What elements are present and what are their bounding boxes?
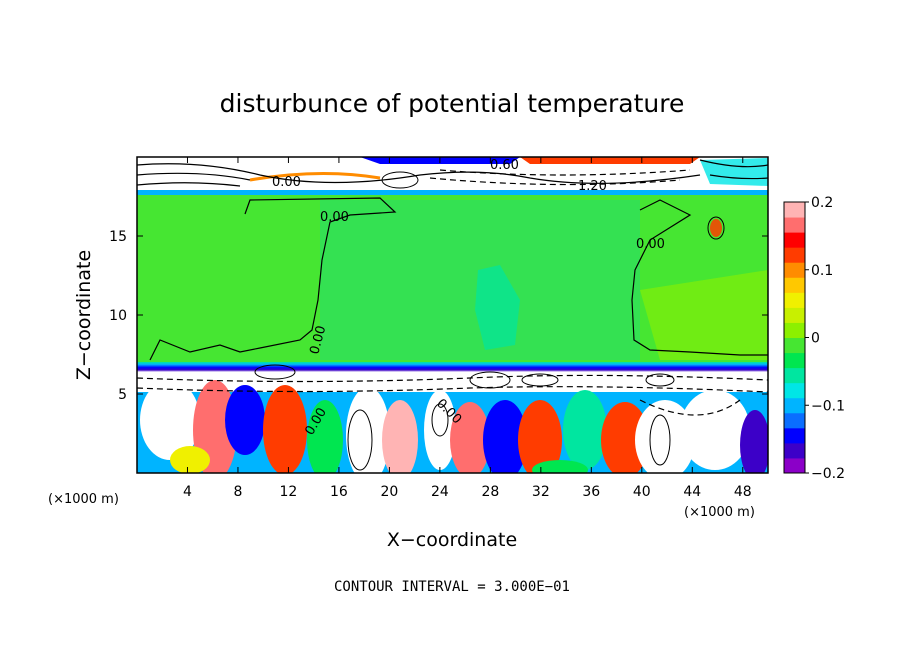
colorbar-swatch (784, 352, 805, 369)
colorbar-swatch (784, 442, 805, 459)
contour-lines (137, 159, 768, 361)
colorbar-swatch (784, 247, 805, 263)
colorbar-tick-label: −0.1 (811, 398, 845, 414)
colorbar (784, 202, 805, 474)
field-yellowgreen-patch (640, 270, 768, 360)
contour-label: 0.60 (490, 158, 519, 173)
x-tick-label: 8 (233, 484, 242, 500)
x-tick-label: 36 (582, 484, 600, 500)
y-tick-label: 5 (118, 387, 127, 403)
strat-red-top (520, 157, 700, 164)
y-axis-ticks: 5 10 15 (109, 229, 768, 403)
x-tick-label: 16 (330, 484, 348, 500)
colorbar-swatch (784, 337, 805, 354)
x-tick-label: 28 (481, 484, 499, 500)
contour-label: 0.00 (636, 237, 665, 252)
x-tick-label: 12 (280, 484, 298, 500)
colorbar-swatch (784, 217, 805, 233)
contour-label: 0.00 (307, 324, 329, 356)
x-tick-label: 24 (431, 484, 449, 500)
plot-area (137, 157, 768, 473)
x-tick-label: 20 (380, 484, 398, 500)
convective-blobs (137, 380, 768, 473)
contour-lines-dashed (137, 169, 768, 416)
x-tick-label: 4 (183, 484, 192, 500)
x-tick-label: 48 (734, 484, 752, 500)
colorbar-tick-label: −0.2 (811, 466, 845, 482)
x-axis-ticks: 4 8 12 16 20 24 28 32 36 40 44 48 (183, 157, 752, 500)
colorbar-tick-label: 0 (811, 331, 820, 347)
chart-title: disturbunce of potential temperature (220, 89, 685, 118)
colorbar-swatch (784, 367, 805, 384)
x-unit-left: (×1000 m) (48, 492, 119, 507)
colorbar-swatch (784, 232, 805, 248)
x-unit-right: (×1000 m) (684, 505, 755, 520)
contour-cells (254, 171, 725, 471)
colorbar-swatch (784, 397, 805, 414)
contour-label: 0.00 (272, 175, 301, 190)
contour-label: 0.00 (320, 210, 349, 225)
colorbar-tick-label: 0.1 (811, 263, 833, 279)
colorbar-swatch (784, 382, 805, 399)
colorbar-swatch (784, 202, 805, 218)
x-axis-label: X−coordinate (387, 529, 517, 551)
colorbar-tick-label: 0.2 (811, 195, 833, 211)
colorbar-swatch (784, 457, 805, 474)
x-tick-label: 44 (683, 484, 701, 500)
contour-label: 1.20 (578, 179, 607, 194)
y-tick-label: 10 (109, 308, 127, 324)
contour-label-group: 0.00 0.00 0.00 0.00 0.60 1.20 0.00 0.00 (272, 158, 665, 438)
colorbar-swatch (784, 277, 805, 293)
strat-cyan-line (137, 190, 768, 195)
x-tick-label: 40 (633, 484, 651, 500)
upper-red-cell (710, 219, 722, 237)
colorbar-swatch (784, 412, 805, 429)
y-axis-label: Z−coordinate (73, 250, 95, 380)
colorbar-swatch (784, 292, 805, 308)
colorbar-swatch (784, 322, 805, 338)
field-cyan-patch (475, 265, 520, 350)
colorbar-swatch (784, 262, 805, 278)
field-inversion (137, 362, 768, 372)
colorbar-swatch (784, 427, 805, 444)
x-tick-label: 32 (532, 484, 550, 500)
colorbar-swatch (784, 307, 805, 323)
strat-orange-line (249, 171, 381, 182)
y-tick-label: 15 (109, 229, 127, 245)
contour-interval-note: CONTOUR INTERVAL = 3.000E−01 (334, 579, 570, 595)
colorbar-ticks: 0.2 0.1 0 −0.1 −0.2 (805, 195, 845, 482)
